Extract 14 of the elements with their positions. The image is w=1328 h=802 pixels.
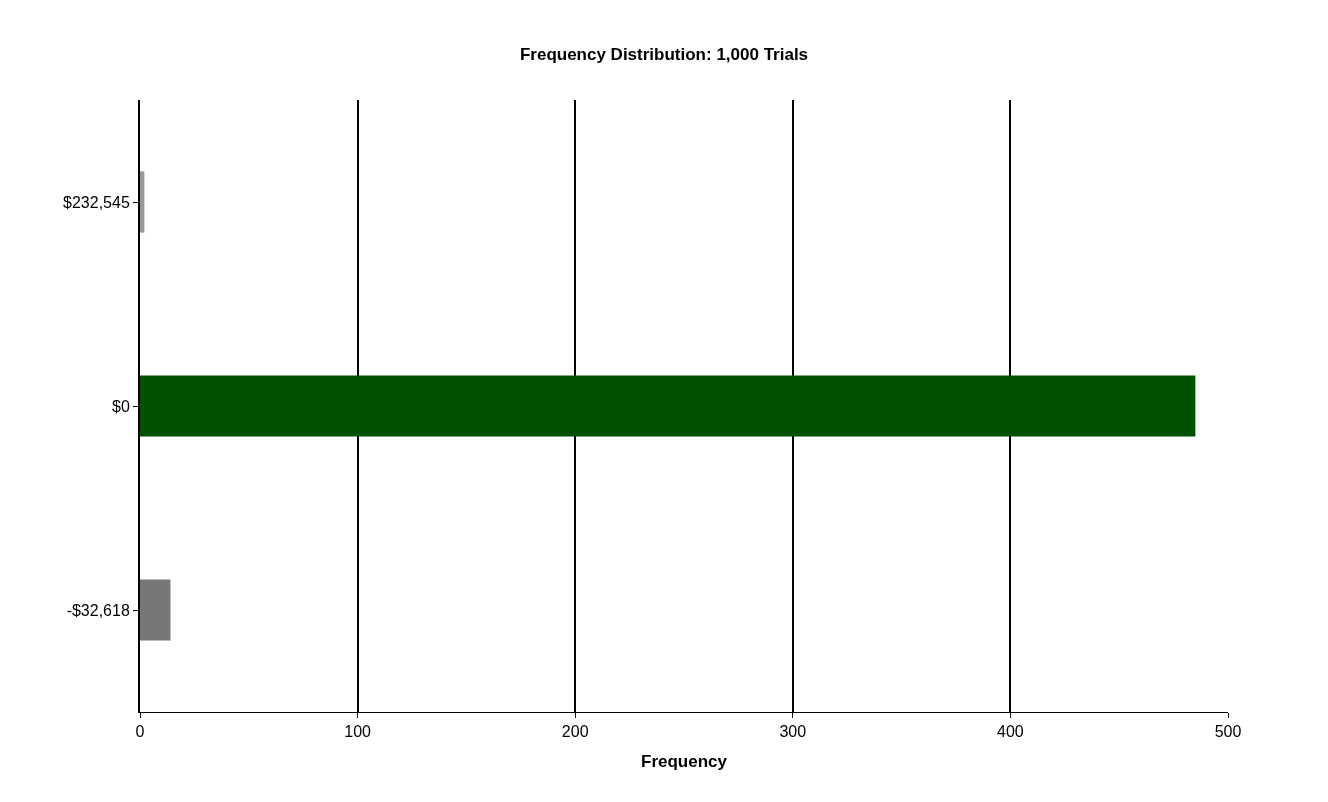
y-tick-label: $232,545 (63, 193, 130, 211)
x-tick-label: 500 (1214, 723, 1242, 741)
x-tick-label: 300 (779, 723, 807, 741)
y-tick-label: -$32,618 (66, 601, 130, 619)
x-tick-label: 100 (344, 723, 372, 741)
bar (140, 579, 171, 641)
chart-title: Frequency Distribution: 1,000 Trials (519, 45, 809, 65)
x-tick-label: 0 (135, 723, 145, 741)
x-tick-label: 400 (997, 723, 1024, 741)
x-tick-label: 200 (561, 723, 589, 741)
x-axis-title: Frequency (641, 751, 728, 771)
y-tick-label: $0 (112, 397, 130, 415)
bar (140, 375, 1196, 437)
bar (140, 171, 145, 233)
